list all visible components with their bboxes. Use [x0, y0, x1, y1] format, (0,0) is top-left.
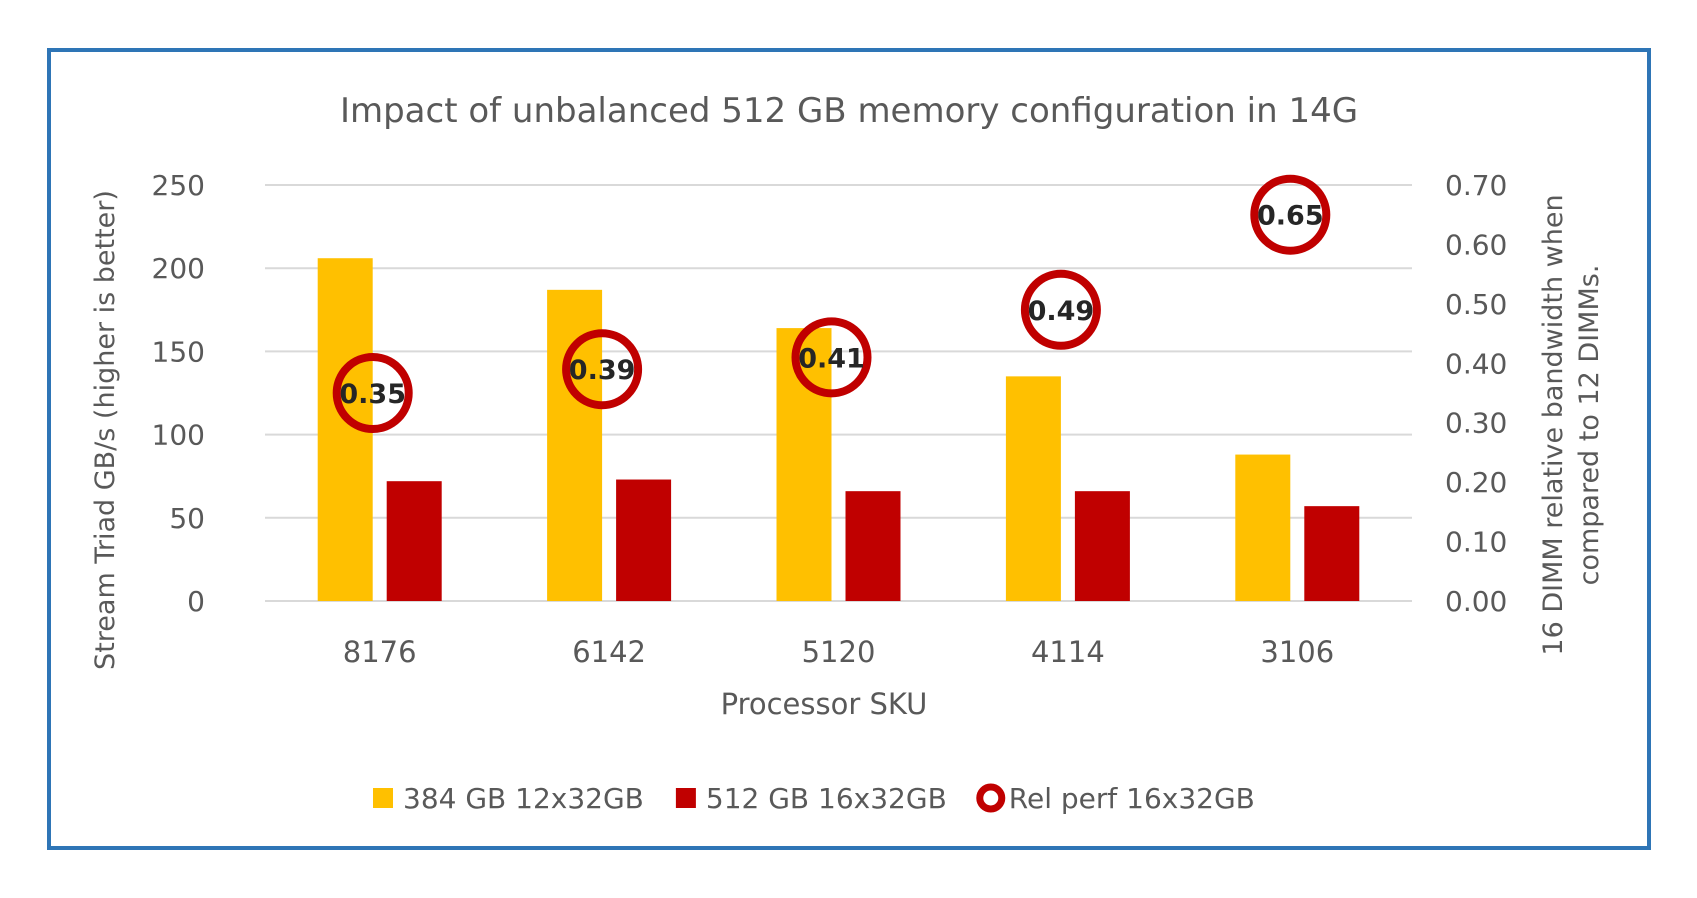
- legend-label: 512 GB 16x32GB: [706, 782, 947, 815]
- y-tick-label-right: 0.60: [1445, 228, 1507, 261]
- bar-16dimm-4114: [1074, 491, 1130, 601]
- chart-title: Impact of unbalanced 512 GB memory confi…: [340, 91, 1358, 131]
- x-tick-label: 8176: [343, 635, 417, 669]
- rel-perf-marker-6142: [562, 329, 643, 410]
- y-tick-label-right: 0.10: [1445, 526, 1507, 559]
- bar-16dimm-5120: [845, 491, 901, 601]
- rel-perf-data-label: 0.41: [798, 343, 865, 374]
- legend-marker: [976, 783, 1006, 813]
- rel-perf-data-label: 0.35: [339, 379, 406, 410]
- y-tick-label-left: 100: [152, 419, 205, 452]
- bar-12dimm-4114: [1005, 376, 1061, 601]
- y-tick-label-left: 0: [187, 585, 205, 618]
- y-axis-left-label: Stream Triad GB/s (higher is better): [90, 190, 121, 670]
- legend-swatch: [675, 788, 696, 808]
- rel-perf-marker-3106: [1250, 174, 1331, 255]
- x-tick-label: 3106: [1260, 635, 1334, 669]
- gridlines: [265, 184, 1412, 602]
- legend: 384 GB 12x32GB 512 GB 16x32GB Rel perf 16x…: [373, 782, 1255, 815]
- legend-label: 384 GB 12x32GB: [403, 782, 644, 815]
- y-tick-label-right: 0.00: [1445, 585, 1507, 618]
- y-tick-label-left: 150: [152, 335, 205, 368]
- y-tick-label-right: 0.50: [1445, 288, 1507, 321]
- y-axis-right-label-line1: 16 DIMM relative bandwidth when: [1538, 194, 1569, 655]
- y-axis-right-label-line2: compared to 12 DIMMs.: [1574, 265, 1605, 586]
- y-tick-label-left: 200: [152, 252, 205, 285]
- rel-perf-data-label: 0.39: [569, 355, 636, 386]
- rel-perf-data-label: 0.49: [1028, 296, 1095, 327]
- legend-swatch: [373, 788, 393, 808]
- rel-perf-marker-8176: [332, 353, 413, 433]
- y-tick-label-right: 0.70: [1445, 169, 1507, 202]
- rel-perf-marker-4114: [1020, 269, 1101, 350]
- bar-16dimm-8176: [386, 481, 442, 601]
- bar-16dimm-3106: [1304, 506, 1360, 601]
- markers: 0.35 0.39 0.41 0.49 0.65: [332, 174, 1331, 433]
- bars: [317, 258, 1360, 601]
- y-tick-label-right: 0.30: [1445, 407, 1507, 440]
- y-tick-label-right: 0.40: [1445, 347, 1507, 380]
- rel-perf-marker-5120: [791, 317, 872, 398]
- bar-12dimm-5120: [776, 328, 832, 601]
- y-tick-label-right: 0.20: [1445, 466, 1507, 499]
- x-tick-label: 6142: [572, 635, 646, 669]
- legend-label: Rel perf 16x32GB: [1009, 782, 1255, 815]
- x-tick-label: 4114: [1031, 635, 1105, 669]
- y-axis-left-ticks: 0 50 100 150 200 250: [152, 169, 205, 618]
- y-tick-label-left: 250: [152, 169, 205, 202]
- bar-12dimm-3106: [1235, 454, 1291, 601]
- bar-16dimm-6142: [616, 479, 672, 601]
- x-axis-label: Processor SKU: [721, 687, 928, 721]
- x-tick-label: 5120: [802, 635, 876, 669]
- y-tick-label-left: 50: [169, 502, 205, 535]
- chart-frame: [47, 48, 1651, 850]
- rel-perf-data-label: 0.65: [1257, 201, 1324, 232]
- y-axis-right-ticks: 0.00 0.10 0.20 0.30 0.40 0.50 0.60 0.70: [1445, 169, 1507, 618]
- x-axis-ticks: 8176 6142 5120 4114 3106: [343, 635, 1334, 669]
